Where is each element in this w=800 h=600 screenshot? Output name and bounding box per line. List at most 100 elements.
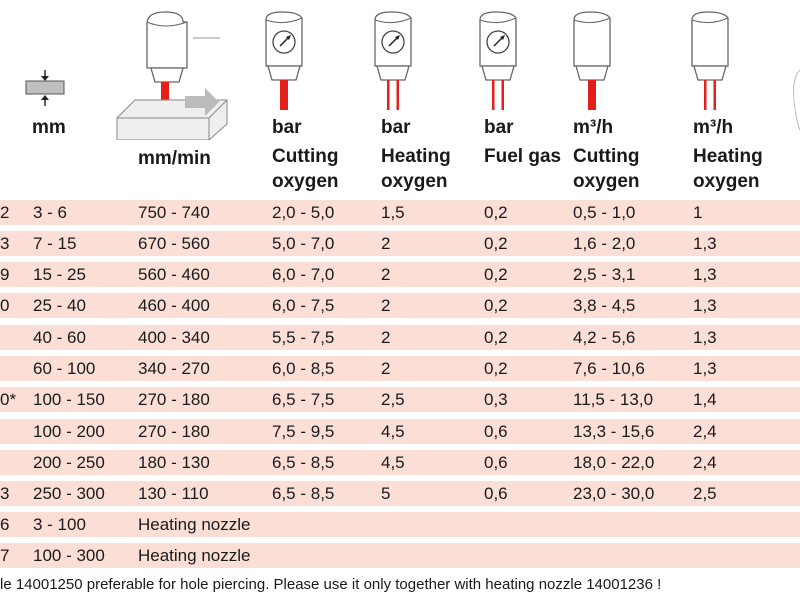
fuel-gas-bar-cell: 0,3 xyxy=(484,390,508,409)
cutting-oxygen-pressure-icon xyxy=(265,11,303,110)
cutting-oxygen-flow-cell: 0,5 - 1,0 xyxy=(573,203,636,222)
thickness-cell: 200 - 250 xyxy=(33,453,105,472)
cutting-oxygen-bar-cell: 6,5 - 8,5 xyxy=(272,484,335,503)
thickness-cell: 15 - 25 xyxy=(33,265,86,284)
cutting-oxygen-flow-cell: 13,3 - 15,6 xyxy=(573,422,655,441)
cutting-oxygen-flow-line2: oxygen xyxy=(573,171,640,192)
fuel-gas-bar-cell: 0,2 xyxy=(484,296,508,315)
nozzle-cell: 0 xyxy=(0,296,10,315)
heating-oxygen-flow-line2: oxygen xyxy=(693,171,760,192)
cutting-oxygen-pressure-line1: Cutting xyxy=(272,146,339,167)
cutting-oxygen-bar-cell: 5,0 - 7,0 xyxy=(272,234,335,253)
heating-oxygen-flow-cell: 1,3 xyxy=(693,234,717,253)
cutting-oxygen-flow-cell: 23,0 - 30,0 xyxy=(573,484,655,503)
fuel-gas-bar-cell: 0,2 xyxy=(484,265,508,284)
cutting-speed-icon xyxy=(116,11,228,140)
heating-oxygen-pressure-icon xyxy=(374,11,412,110)
table-row: 3 250 - 300 130 - 110 6,5 - 8,5 5 0,6 23… xyxy=(0,481,800,506)
speed-cell: 560 - 460 xyxy=(138,265,210,284)
speed-cell: 180 - 130 xyxy=(138,453,210,472)
heating-oxygen-flow-cell: 1 xyxy=(693,203,703,222)
heating-oxygen-bar-cell: 2 xyxy=(381,234,391,253)
speed-cell: Heating nozzle xyxy=(138,515,251,534)
heating-oxygen-flow-cell: 1,4 xyxy=(693,390,717,409)
cutting-oxygen-flow-cell: 11,5 - 13,0 xyxy=(573,390,654,409)
fuel-gas-bar-cell: 0,6 xyxy=(484,422,508,441)
table-row: 3 7 - 15 670 - 560 5,0 - 7,0 2 0,2 1,6 -… xyxy=(0,231,800,256)
fuel-gas-bar-cell: 0,2 xyxy=(484,328,508,347)
heating-oxygen-flow-icon xyxy=(691,11,729,110)
heating-oxygen-pressure-line2: oxygen xyxy=(381,171,448,192)
table-row: 0* 100 - 150 270 - 180 6,5 - 7,5 2,5 0,3… xyxy=(0,387,800,412)
cutting-oxygen-pressure-unit: bar xyxy=(272,117,302,138)
speed-cell: Heating nozzle xyxy=(138,546,251,565)
heating-oxygen-flow-cell: 1,3 xyxy=(693,296,717,315)
cutting-oxygen-bar-cell: 6,0 - 7,0 xyxy=(272,265,335,284)
heating-oxygen-bar-cell: 2 xyxy=(381,296,391,315)
thickness-cell: 100 - 300 xyxy=(33,546,105,565)
table-row: 9 15 - 25 560 - 460 6,0 - 7,0 2 0,2 2,5 … xyxy=(0,262,800,287)
cutting-oxygen-flow-unit: m³/h xyxy=(573,117,614,138)
speed-cell: 460 - 400 xyxy=(138,296,210,315)
thickness-cell: 100 - 150 xyxy=(33,390,105,409)
cutting-oxygen-bar-cell: 6,0 - 7,5 xyxy=(272,296,335,315)
fuel-gas-bar-cell: 0,6 xyxy=(484,484,508,503)
speed-cell: 670 - 560 xyxy=(138,234,210,253)
heating-oxygen-flow-cell: 2,4 xyxy=(693,453,717,472)
cutting-oxygen-flow-line1: Cutting xyxy=(573,146,640,167)
cutting-oxygen-flow-cell: 7,6 - 10,6 xyxy=(573,359,645,378)
cutting-oxygen-flow-cell: 1,6 - 2,0 xyxy=(573,234,636,253)
thickness-cell: 250 - 300 xyxy=(33,484,105,503)
cutting-oxygen-bar-cell: 6,5 - 7,5 xyxy=(272,390,335,409)
table-row: 60 - 100 340 - 270 6,0 - 8,5 2 0,2 7,6 -… xyxy=(0,356,800,381)
fuel-gas-bar-cell: 0,2 xyxy=(484,234,508,253)
nozzle-cell: 6 xyxy=(0,515,10,534)
table-row: 6 3 - 100 Heating nozzle xyxy=(0,512,800,537)
fuel-gas-pressure-unit: bar xyxy=(484,117,514,138)
table-row: 7 100 - 300 Heating nozzle xyxy=(0,543,800,568)
cutting-oxygen-pressure-line2: oxygen xyxy=(272,171,339,192)
cutting-oxygen-bar-cell: 7,5 - 9,5 xyxy=(272,422,335,441)
thickness-cell: 3 - 100 xyxy=(33,515,86,534)
heating-oxygen-flow-cell: 1,3 xyxy=(693,328,717,347)
speed-cell: 400 - 340 xyxy=(138,328,210,347)
heating-oxygen-flow-unit: m³/h xyxy=(693,117,734,138)
speed-cell: 340 - 270 xyxy=(138,359,210,378)
fuel-gas-bar-cell: 0,6 xyxy=(484,453,508,472)
speed-cell: 270 - 180 xyxy=(138,390,210,409)
thickness-unit-header: mm xyxy=(32,117,66,138)
heating-oxygen-bar-cell: 4,5 xyxy=(381,453,405,472)
table-row: 100 - 200 270 - 180 7,5 - 9,5 4,5 0,6 13… xyxy=(0,419,800,444)
fuel-gas-pressure-icon xyxy=(479,11,517,110)
cutting-oxygen-bar-cell: 5,5 - 7,5 xyxy=(272,328,335,347)
cutting-oxygen-bar-cell: 6,5 - 8,5 xyxy=(272,453,335,472)
footnote: le 14001250 preferable for hole piercing… xyxy=(0,576,662,593)
cutting-oxygen-bar-cell: 2,0 - 5,0 xyxy=(272,203,335,222)
speed-unit-header: mm/min xyxy=(138,148,211,169)
heating-oxygen-flow-cell: 1,3 xyxy=(693,359,717,378)
speed-cell: 270 - 180 xyxy=(138,422,210,441)
thickness-cell: 40 - 60 xyxy=(33,328,86,347)
heating-oxygen-bar-cell: 1,5 xyxy=(381,203,405,222)
nozzle-cell: 3 xyxy=(0,484,10,503)
cutting-oxygen-flow-cell: 4,2 - 5,6 xyxy=(573,328,636,347)
table-row: 2 3 - 6 750 - 740 2,0 - 5,0 1,5 0,2 0,5 … xyxy=(0,200,800,225)
thickness-cell: 25 - 40 xyxy=(33,296,86,315)
heating-oxygen-bar-cell: 2 xyxy=(381,359,391,378)
table-row: 200 - 250 180 - 130 6,5 - 8,5 4,5 0,6 18… xyxy=(0,450,800,475)
table-row: 40 - 60 400 - 340 5,5 - 7,5 2 0,2 4,2 - … xyxy=(0,325,800,350)
fuel-gas-bar-cell: 0,2 xyxy=(484,203,508,222)
thickness-cell: 3 - 6 xyxy=(33,203,68,222)
heating-oxygen-pressure-line1: Heating xyxy=(381,146,451,167)
thickness-cell: 100 - 200 xyxy=(33,422,105,441)
partial-edge-icon xyxy=(793,70,800,130)
nozzle-cell: 0* xyxy=(0,390,17,409)
heating-oxygen-flow-cell: 1,3 xyxy=(693,265,717,284)
heating-oxygen-pressure-unit: bar xyxy=(381,117,411,138)
heating-oxygen-flow-cell: 2,4 xyxy=(693,422,717,441)
fuel-gas-bar-cell: 0,2 xyxy=(484,359,508,378)
heating-oxygen-flow-cell: 2,5 xyxy=(693,484,717,503)
thickness-cell: 7 - 15 xyxy=(33,234,77,253)
nozzle-cell: 3 xyxy=(0,234,10,253)
nozzle-cell: 7 xyxy=(0,546,10,565)
